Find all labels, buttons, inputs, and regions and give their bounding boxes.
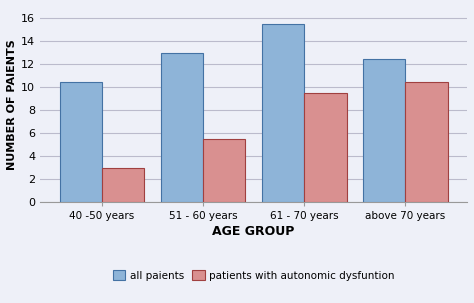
Bar [203, 139, 246, 202]
Bar [161, 53, 203, 202]
Bar [304, 93, 346, 202]
Bar [60, 82, 102, 202]
Bar [363, 59, 405, 202]
Y-axis label: NUMBER OF PAIENTS: NUMBER OF PAIENTS [7, 39, 17, 170]
Bar [405, 82, 447, 202]
Bar [102, 168, 145, 202]
Legend: all paients, patients with autonomic dysfuntion: all paients, patients with autonomic dys… [109, 266, 399, 285]
Bar [262, 24, 304, 202]
X-axis label: AGE GROUP: AGE GROUP [212, 225, 295, 238]
